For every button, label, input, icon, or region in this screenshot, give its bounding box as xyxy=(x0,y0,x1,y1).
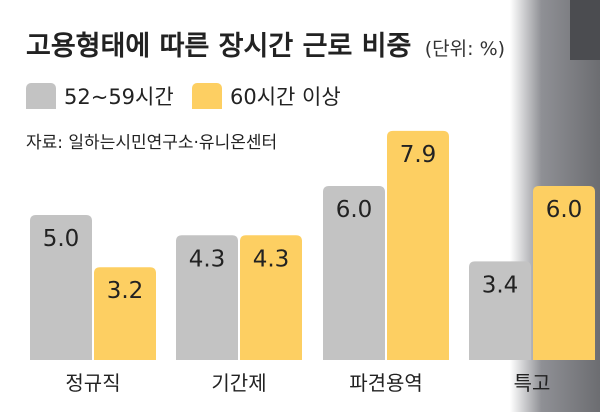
bar-value-label-2-0: 6.0 xyxy=(336,197,373,223)
source-note: 자료: 일하는시민연구소·유니온센터 xyxy=(26,133,278,153)
bar-0-0 xyxy=(30,215,92,360)
bar-value-label-3-0: 3.4 xyxy=(482,272,519,298)
bar-0-1 xyxy=(94,267,156,360)
bar-value-label-0-1: 3.2 xyxy=(107,278,144,304)
category-label-0: 정규직 xyxy=(65,371,120,395)
chart-title-text: 고용형태에 따른 장시간 근로 비중 xyxy=(26,31,412,62)
legend-swatch-yellow xyxy=(192,83,222,109)
bar-value-label-0-0: 5.0 xyxy=(43,226,80,252)
category-label-2: 파견용역 xyxy=(349,371,423,395)
chart-title: 고용형태에 따른 장시간 근로 비중 (단위: %) xyxy=(26,24,505,63)
category-label-3: 특고 xyxy=(514,371,551,395)
bar-value-label-3-1: 6.0 xyxy=(546,197,583,223)
legend-swatch-gray xyxy=(26,83,56,109)
bar-value-label-1-1: 4.3 xyxy=(253,246,290,272)
bar-1-0 xyxy=(176,235,238,360)
legend-label-52-59: 52~59시간 xyxy=(64,85,174,109)
legend-item-52-59: 52~59시간 xyxy=(26,80,174,112)
bar-3-0 xyxy=(469,261,531,360)
bar-1-1 xyxy=(240,235,302,360)
bar-2-1 xyxy=(387,130,449,360)
category-label-1: 기간제 xyxy=(211,371,266,395)
legend-label-60-plus: 60시간 이상 xyxy=(230,85,341,109)
bar-value-label-1-0: 4.3 xyxy=(189,246,226,272)
bar-value-label-2-1: 7.9 xyxy=(400,142,437,168)
legend-item-60-plus: 60시간 이상 xyxy=(192,80,341,112)
bar-2-0 xyxy=(323,186,385,360)
background-photo-dark xyxy=(570,0,600,60)
chart-unit: (단위: %) xyxy=(424,38,506,60)
bar-3-1 xyxy=(533,186,595,360)
